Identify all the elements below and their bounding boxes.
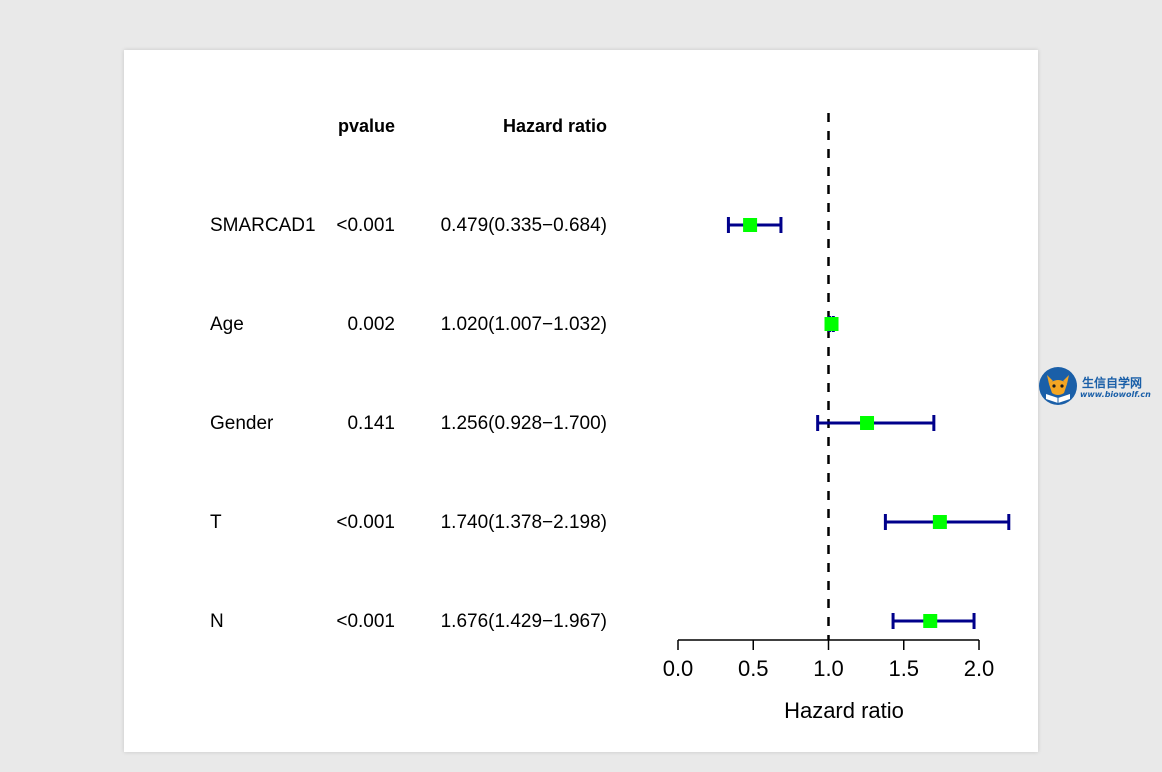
- x-tick-label: 0.0: [663, 656, 694, 681]
- row-pvalue: <0.001: [336, 611, 395, 632]
- x-tick-label: 1.0: [813, 656, 844, 681]
- chart-panel: pvalue Hazard ratio SMARCAD1 <0.001 0.479(0.…: [124, 50, 1038, 752]
- hr-point: [932, 515, 947, 529]
- x-tick-label: 2.0: [964, 656, 995, 681]
- row-hazard-ratio-text: 1.020(1.007−1.032): [441, 314, 607, 335]
- forest-plot: pvalue Hazard ratio SMARCAD1 <0.001 0.479(0.…: [210, 113, 1011, 723]
- row-label: SMARCAD1: [210, 215, 316, 236]
- row-label: Gender: [210, 413, 274, 434]
- row-label: N: [210, 611, 224, 632]
- row-pvalue: <0.001: [336, 215, 395, 236]
- hazard-ratio-header: Hazard ratio: [503, 116, 607, 136]
- row-label: T: [210, 512, 222, 533]
- hr-point: [923, 614, 938, 628]
- row-label: Age: [210, 314, 244, 335]
- hr-point: [824, 317, 839, 331]
- row-hazard-ratio-text: 1.676(1.429−1.967): [441, 611, 607, 632]
- watermark-url: www.biowolf.cn: [1080, 390, 1151, 399]
- hr-point: [743, 218, 758, 232]
- x-tick-label: 0.5: [738, 656, 769, 681]
- row-pvalue: <0.001: [336, 512, 395, 533]
- row-hazard-ratio-text: 0.479(0.335−0.684): [441, 215, 607, 236]
- x-axis-title: Hazard ratio: [784, 698, 904, 723]
- wolf-logo-icon: [1039, 367, 1077, 405]
- row-hazard-ratio-text: 1.256(0.928−1.700): [441, 413, 607, 434]
- hr-point: [860, 416, 875, 430]
- row-pvalue: 0.002: [347, 314, 395, 335]
- watermark-title: 生信自学网: [1082, 376, 1143, 390]
- pvalue-header: pvalue: [338, 116, 395, 136]
- row-pvalue: 0.141: [347, 413, 395, 434]
- row-hazard-ratio-text: 1.740(1.378−2.198): [441, 512, 607, 533]
- x-tick-label: 1.5: [888, 656, 919, 681]
